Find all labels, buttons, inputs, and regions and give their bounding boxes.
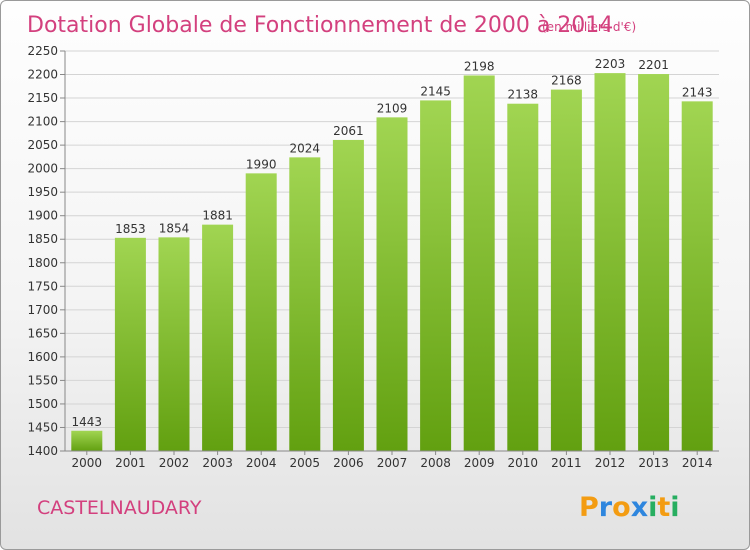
logo-letter: t [657, 492, 670, 523]
bar [71, 430, 103, 451]
x-tick-label: 2007 [377, 456, 408, 470]
y-tick-label: 2100 [27, 115, 58, 129]
bar [245, 173, 277, 451]
y-axis-ticks: 1400 1450 1500 1550 1600 1650 1700 1750 1800 1850… [27, 44, 66, 458]
x-tick-label: 2009 [464, 456, 495, 470]
x-tick-label: 2010 [508, 456, 539, 470]
bar [420, 100, 452, 451]
x-tick-label: 2003 [202, 456, 233, 470]
y-tick-label: 1650 [27, 326, 58, 340]
bar-value-label: 1443 [72, 415, 103, 429]
x-tick-label: 2000 [72, 456, 103, 470]
bar-value-label: 2109 [377, 101, 408, 115]
bar [550, 89, 582, 452]
bar [114, 237, 146, 451]
y-tick-label: 1800 [27, 256, 58, 270]
y-tick-label: 2000 [27, 162, 58, 176]
y-tick-label: 2150 [27, 91, 58, 105]
logo-letter: i [670, 492, 679, 523]
y-tick-label: 1600 [27, 350, 58, 364]
x-tick-label: 2004 [246, 456, 277, 470]
x-tick-label: 2011 [551, 456, 582, 470]
x-tick-label: 2008 [420, 456, 451, 470]
x-tick-label: 2002 [159, 456, 190, 470]
proxiti-logo: Proxiti [579, 492, 680, 523]
y-tick-label: 2200 [27, 68, 58, 82]
x-tick-label: 2012 [595, 456, 626, 470]
y-tick-label: 1850 [27, 232, 58, 246]
bar [158, 237, 190, 451]
bar-value-label: 1853 [115, 222, 146, 236]
x-tick-label: 2013 [638, 456, 669, 470]
bar-value-label: 2145 [420, 84, 451, 98]
bar [638, 74, 670, 451]
x-tick-label: 2014 [682, 456, 713, 470]
bar-value-label: 2203 [595, 57, 626, 71]
logo-letter: r [599, 492, 613, 523]
bar-value-label: 2201 [638, 58, 669, 72]
bar-value-label: 1990 [246, 157, 277, 171]
commune-name: CASTELNAUDARY [37, 497, 202, 519]
bar [202, 224, 234, 451]
chart-subtitle: (en milliers d'€) [542, 20, 636, 34]
bar [594, 73, 626, 451]
bar [376, 117, 408, 452]
y-tick-label: 2250 [27, 44, 58, 58]
y-tick-label: 1750 [27, 279, 58, 293]
y-tick-label: 1450 [27, 420, 58, 434]
bar-value-label: 2024 [290, 141, 321, 155]
bars: 1443 1853 1854 1881 1990 2024 2061 2109 2145 2198… [71, 57, 713, 452]
bar [463, 75, 495, 452]
logo-letter: o [612, 492, 631, 523]
bar [681, 101, 713, 452]
bar-value-label: 1854 [159, 221, 190, 235]
bar-value-label: 2138 [508, 88, 539, 102]
y-tick-label: 1500 [27, 397, 58, 411]
bar [507, 103, 539, 452]
x-axis-ticks: 2000 2001 2002 2003 2004 2005 2006 2007 2008 2009… [65, 450, 719, 470]
bar-value-label: 2061 [333, 124, 364, 138]
y-tick-label: 1700 [27, 303, 58, 317]
logo-letter: x [631, 492, 648, 523]
bar-value-label: 2198 [464, 59, 495, 73]
bar-value-label: 2143 [682, 85, 713, 99]
logo-letter: i [648, 492, 657, 523]
y-tick-label: 1550 [27, 373, 58, 387]
bar [289, 157, 321, 451]
x-tick-label: 2001 [115, 456, 146, 470]
bar [332, 139, 364, 452]
x-tick-label: 2005 [290, 456, 321, 470]
y-tick-label: 1900 [27, 209, 58, 223]
chart-title: Dotation Globale de Fonctionnement de 20… [27, 13, 613, 38]
bar-value-label: 1881 [202, 209, 233, 223]
y-tick-label: 1400 [27, 444, 58, 458]
y-tick-label: 1950 [27, 185, 58, 199]
bar-value-label: 2168 [551, 74, 582, 88]
x-tick-label: 2006 [333, 456, 364, 470]
y-tick-label: 2050 [27, 138, 58, 152]
logo-letter: P [579, 492, 599, 523]
